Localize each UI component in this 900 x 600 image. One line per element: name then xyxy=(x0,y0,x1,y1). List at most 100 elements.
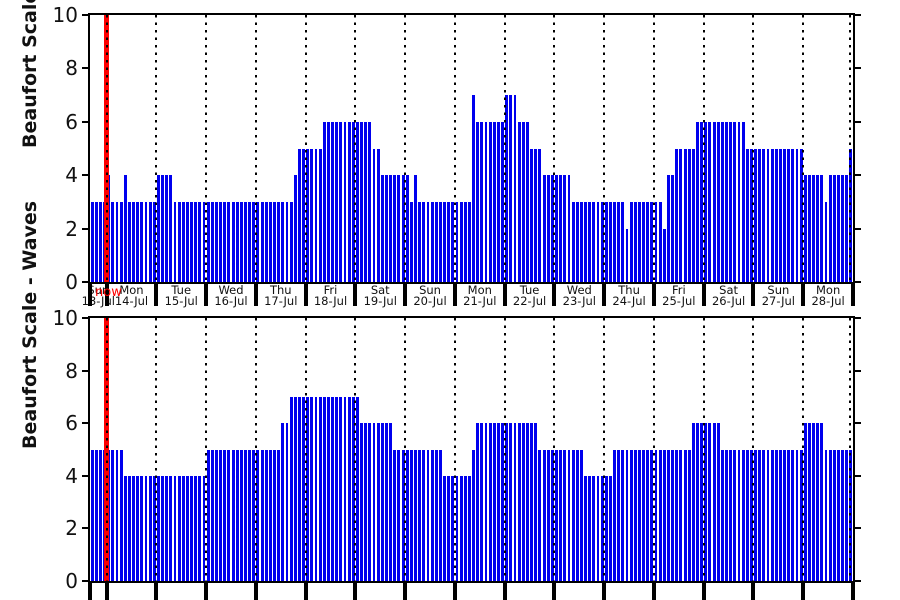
beaufort-bar xyxy=(488,423,492,581)
beaufort-bar xyxy=(650,201,654,282)
beaufort-bar xyxy=(231,449,235,581)
beaufort-bar xyxy=(115,449,119,581)
beaufort-bar xyxy=(94,201,98,282)
beaufort-bar xyxy=(621,201,625,282)
day-boundary-gridline xyxy=(752,15,755,282)
day-boundary-gridline xyxy=(354,15,357,282)
beaufort-bar xyxy=(302,396,305,581)
day-boundary-gridline xyxy=(603,318,606,581)
beaufort-bar xyxy=(194,201,198,282)
beaufort-bar xyxy=(546,449,550,581)
beaufort-bar xyxy=(289,201,293,282)
day-boundary-gridline xyxy=(354,318,357,581)
x-axis-day-name: Sat xyxy=(719,283,739,297)
beaufort-bar xyxy=(745,449,749,581)
beaufort-bar xyxy=(675,148,679,282)
beaufort-bar xyxy=(260,449,264,581)
x-axis-day-name: Thu xyxy=(269,283,292,297)
beaufort-bar xyxy=(633,201,637,282)
beaufort-bar xyxy=(451,201,455,282)
beaufort-bar xyxy=(820,175,824,282)
beaufort-bar xyxy=(667,449,670,581)
beaufort-bar xyxy=(787,449,791,581)
beaufort-bar xyxy=(223,449,227,581)
beaufort-bar xyxy=(625,228,629,282)
beaufort-bar xyxy=(372,148,376,282)
x-axis-day-tick xyxy=(88,582,92,600)
beaufort-bar xyxy=(148,475,152,581)
beaufort-bar xyxy=(563,449,567,581)
beaufort-bar xyxy=(173,475,177,581)
x-axis-day-tick xyxy=(353,283,358,306)
beaufort-bar xyxy=(418,449,422,581)
beaufort-bar xyxy=(264,449,268,581)
beaufort-bar xyxy=(210,201,214,282)
beaufort-bar xyxy=(351,396,355,581)
beaufort-bar xyxy=(808,423,811,581)
x-axis-day-date: 17-Jul xyxy=(264,294,298,308)
beaufort-bar xyxy=(380,423,384,581)
beaufort-bar xyxy=(600,201,604,282)
beaufort-bar xyxy=(654,449,658,581)
beaufort-bar xyxy=(741,121,745,282)
day-boundary-gridline xyxy=(404,318,407,581)
beaufort-bar xyxy=(227,201,231,282)
x-axis-day-tick xyxy=(851,283,855,306)
day-boundary-gridline xyxy=(304,15,307,282)
beaufort-bar xyxy=(385,175,388,282)
beaufort-bar xyxy=(778,449,782,581)
beaufort-bar xyxy=(521,423,525,581)
beaufort-bar xyxy=(169,175,173,282)
beaufort-bar xyxy=(604,475,608,581)
x-axis-day-name: Mon xyxy=(815,283,841,297)
beaufort-bar xyxy=(215,449,218,581)
beaufort-bar xyxy=(422,449,426,581)
beaufort-bar xyxy=(492,121,496,282)
beaufort-bar xyxy=(156,175,160,282)
beaufort-bar xyxy=(347,121,351,282)
beaufort-bar xyxy=(177,201,181,282)
beaufort-bar xyxy=(140,201,144,282)
beaufort-bar xyxy=(745,148,749,282)
beaufort-bar xyxy=(629,201,633,282)
beaufort-bar xyxy=(501,121,505,282)
beaufort-bar xyxy=(314,396,318,581)
beaufort-bar xyxy=(691,148,695,282)
beaufort-bar xyxy=(231,201,235,282)
y-axis-tick-right xyxy=(853,580,861,582)
beaufort-bar xyxy=(803,423,807,581)
x-axis-day-date: 25-Jul xyxy=(662,294,696,308)
beaufort-bar xyxy=(235,449,239,581)
beaufort-bar xyxy=(152,201,156,282)
y-axis-tick-label: 10 xyxy=(52,306,78,330)
beaufort-bar xyxy=(696,121,699,282)
beaufort-bar xyxy=(584,475,587,581)
beaufort-bar xyxy=(281,423,285,581)
x-axis-day-tick xyxy=(801,283,806,306)
day-boundary-gridline xyxy=(503,318,506,581)
beaufort-bar xyxy=(604,201,608,282)
day-boundary-gridline xyxy=(105,15,108,282)
beaufort-bar xyxy=(530,148,534,282)
beaufort-bar xyxy=(783,148,787,282)
beaufort-bar xyxy=(754,148,757,282)
x-axis-day-name: Fri xyxy=(671,283,686,297)
beaufort-bar xyxy=(368,121,372,282)
day-boundary-gridline xyxy=(453,15,456,282)
day-boundary-gridline xyxy=(155,318,158,581)
beaufort-bar xyxy=(252,201,256,282)
y-axis-tick-label: 0 xyxy=(65,270,78,294)
beaufort-bar xyxy=(148,201,152,282)
beaufort-bar xyxy=(642,201,646,282)
x-axis-day-name: Mon xyxy=(467,283,492,297)
beaufort-bar xyxy=(186,475,189,581)
day-boundary-gridline xyxy=(503,15,506,282)
beaufort-bar xyxy=(787,148,791,282)
y-axis-tick-label: 6 xyxy=(65,411,78,436)
beaufort-bar xyxy=(389,423,393,581)
beaufort-bar xyxy=(526,423,529,581)
x-axis-day-tick xyxy=(602,582,607,600)
day-boundary-gridline xyxy=(702,15,705,282)
beaufort-bar xyxy=(169,475,173,581)
day-boundary-gridline xyxy=(849,318,851,581)
